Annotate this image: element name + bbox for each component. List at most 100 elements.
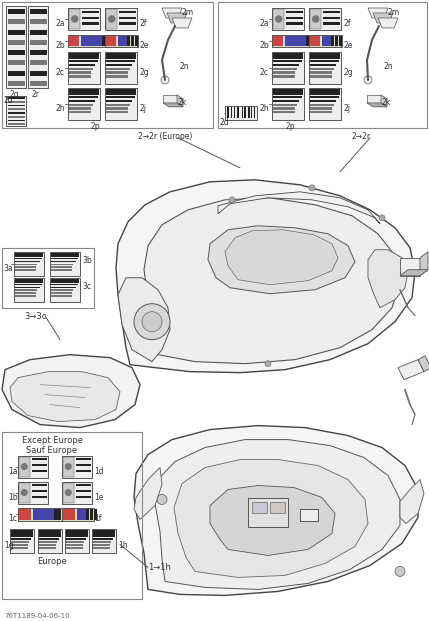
Bar [310, 111, 332, 114]
Bar [7, 101, 24, 102]
Circle shape [275, 16, 282, 23]
Bar [51, 263, 73, 265]
Bar [32, 496, 47, 498]
Bar [30, 9, 46, 14]
Bar [2, 248, 94, 307]
Bar [51, 295, 72, 297]
Polygon shape [398, 360, 424, 379]
Bar [7, 50, 24, 55]
Text: 1d: 1d [94, 466, 104, 476]
Bar [323, 17, 340, 19]
Polygon shape [134, 425, 418, 596]
Bar [15, 295, 36, 297]
Bar [2, 2, 213, 128]
Bar [15, 284, 42, 286]
Text: 3→3c: 3→3c [24, 312, 46, 320]
Text: 2q: 2q [9, 90, 18, 99]
Bar [76, 484, 91, 486]
Text: 2p: 2p [90, 122, 100, 131]
Bar [7, 116, 24, 117]
Polygon shape [378, 18, 398, 28]
Bar [51, 284, 78, 286]
Polygon shape [420, 252, 428, 276]
Bar [66, 530, 88, 535]
Bar [310, 68, 334, 70]
Bar [310, 75, 332, 78]
Bar [94, 509, 97, 520]
Bar [66, 535, 88, 537]
Bar [322, 36, 332, 46]
Polygon shape [400, 479, 424, 524]
Polygon shape [172, 18, 192, 28]
Text: 3c: 3c [82, 282, 91, 291]
Bar [93, 544, 110, 546]
Bar [7, 60, 24, 65]
Bar [306, 36, 314, 46]
Text: 2e: 2e [139, 41, 148, 50]
Bar [119, 22, 136, 25]
Bar [238, 107, 239, 119]
Bar [6, 96, 26, 126]
Bar [30, 30, 46, 35]
Bar [14, 252, 44, 276]
Bar [242, 107, 243, 119]
Bar [51, 261, 76, 262]
Bar [7, 71, 24, 76]
Bar [106, 53, 136, 59]
Text: 2a: 2a [56, 19, 66, 28]
Bar [93, 535, 115, 537]
Bar [14, 278, 44, 302]
Bar [76, 490, 91, 492]
Bar [7, 30, 24, 35]
Polygon shape [144, 198, 400, 364]
Circle shape [65, 463, 72, 470]
Bar [63, 483, 74, 502]
Polygon shape [225, 230, 338, 284]
Bar [15, 292, 36, 294]
Bar [310, 96, 339, 98]
Bar [310, 60, 339, 62]
Bar [118, 36, 127, 46]
Polygon shape [367, 95, 381, 103]
Bar [51, 266, 72, 268]
Bar [285, 36, 306, 46]
Text: Europe: Europe [37, 558, 67, 566]
Polygon shape [373, 13, 393, 23]
Bar [106, 36, 116, 46]
Bar [69, 53, 99, 59]
Bar [30, 40, 46, 45]
Bar [106, 107, 128, 110]
Bar [273, 104, 297, 106]
Circle shape [142, 312, 162, 332]
Bar [11, 535, 33, 537]
Bar [62, 507, 94, 522]
Text: 3b: 3b [82, 256, 92, 265]
Bar [273, 9, 284, 29]
Bar [315, 36, 322, 46]
Bar [270, 502, 285, 514]
Bar [7, 9, 24, 14]
Text: 1c: 1c [8, 514, 17, 524]
Bar [32, 464, 47, 466]
Bar [103, 36, 109, 46]
Bar [106, 64, 132, 66]
Bar [10, 530, 34, 553]
Bar [39, 535, 60, 537]
Bar [71, 509, 78, 520]
Bar [18, 456, 48, 478]
Bar [19, 483, 30, 502]
Bar [77, 509, 87, 520]
Text: 2h: 2h [56, 104, 66, 113]
Bar [309, 35, 341, 47]
Text: 1e: 1e [94, 492, 103, 502]
Bar [93, 530, 115, 535]
Bar [119, 36, 126, 46]
Polygon shape [134, 468, 162, 520]
Text: 2g: 2g [139, 68, 148, 77]
Polygon shape [400, 270, 428, 276]
Polygon shape [177, 95, 183, 107]
Bar [92, 530, 116, 553]
Bar [7, 81, 24, 86]
Text: 1g: 1g [4, 542, 14, 550]
Bar [63, 509, 75, 520]
